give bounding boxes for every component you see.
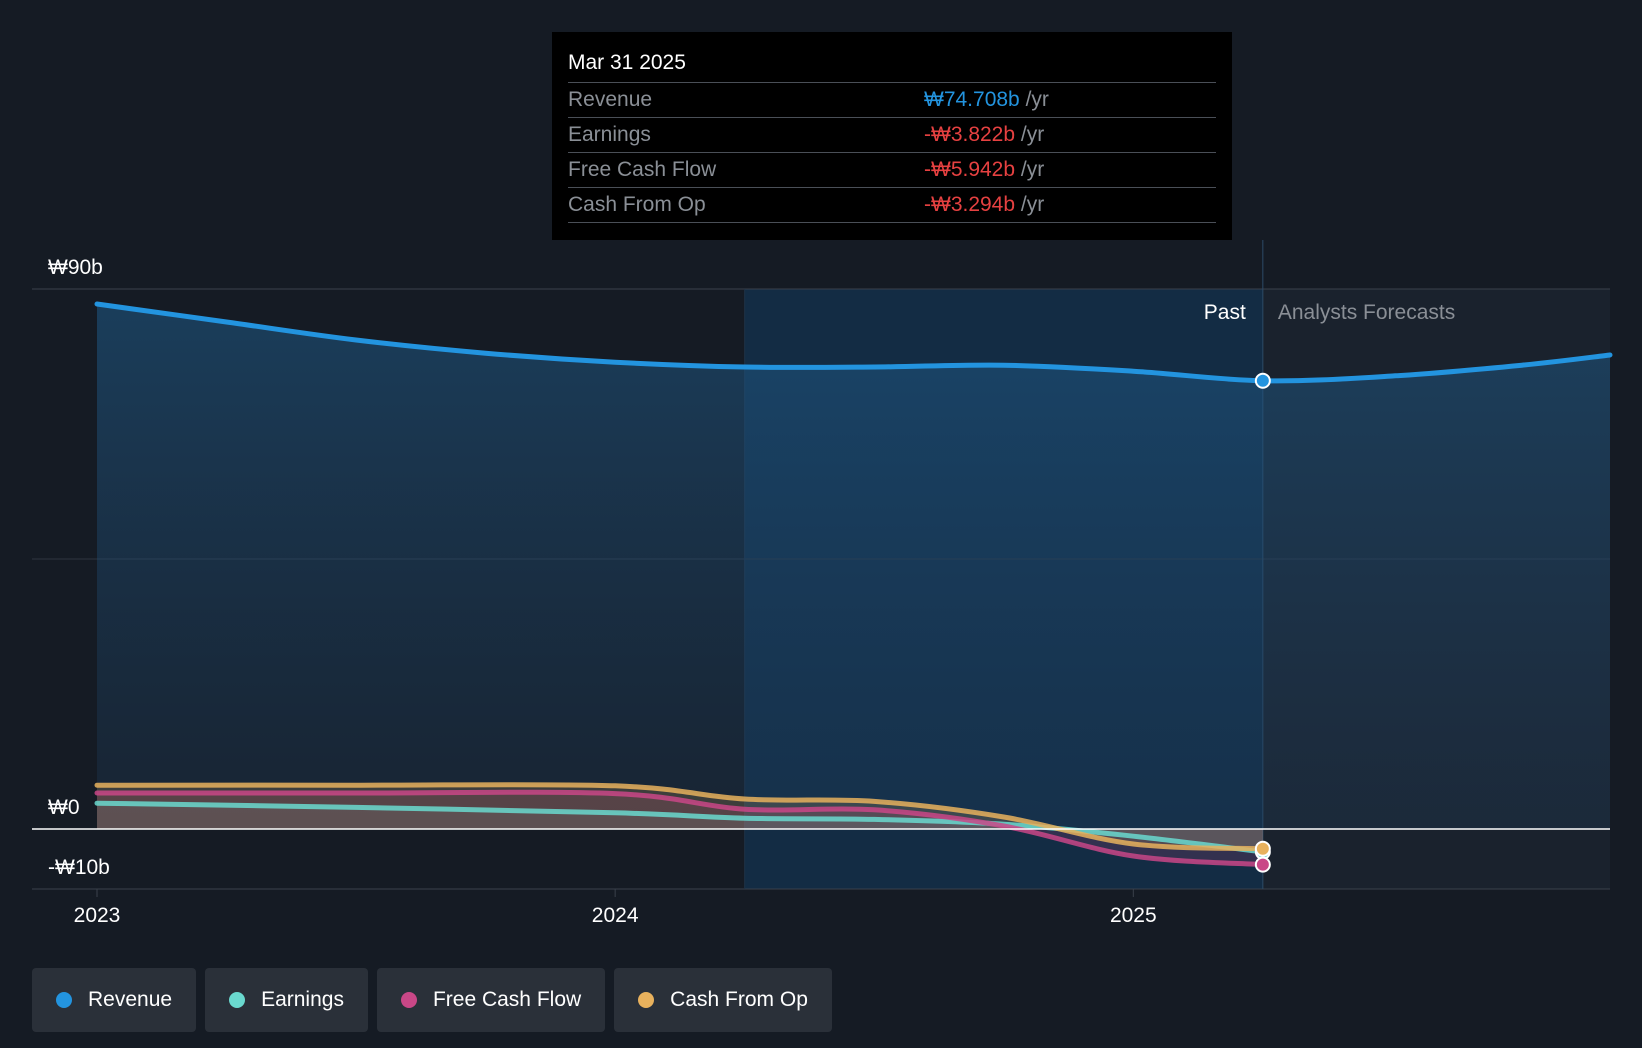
x-tick-label: 2025 xyxy=(1110,904,1157,927)
legend-item-cash-from-op[interactable]: Cash From Op xyxy=(614,968,832,1032)
legend-label: Cash From Op xyxy=(670,988,808,1011)
y-tick-label: -₩10b xyxy=(48,856,110,879)
legend-dot-icon xyxy=(400,992,417,1008)
tooltip-label: Revenue xyxy=(568,88,653,111)
tooltip-value: ₩74.708b /yr xyxy=(924,88,1049,111)
free-cash-flow-marker xyxy=(1254,856,1271,873)
tooltip-row-earnings: Earnings -₩3.822b /yr xyxy=(568,118,1216,153)
x-tick-label: 2024 xyxy=(592,904,639,927)
tooltip-date: Mar 31 2025 xyxy=(568,46,1216,83)
cash-from-op-marker xyxy=(1254,840,1271,857)
tooltip-label: Free Cash Flow xyxy=(568,158,717,181)
earnings-line xyxy=(94,800,1266,855)
revenue-line xyxy=(94,301,1613,384)
cash-from-op-line xyxy=(94,782,1266,852)
revenue-marker xyxy=(1254,372,1271,389)
earnings-area xyxy=(97,803,1263,852)
tooltip-label: Cash From Op xyxy=(568,193,706,216)
legend-dot-icon xyxy=(229,992,246,1008)
free-cash-flow-line xyxy=(94,789,1266,868)
legend-label: Free Cash Flow xyxy=(432,988,582,1011)
legend-item-free-cash-flow[interactable]: Free Cash Flow xyxy=(376,968,606,1032)
y-tick-label: ₩90b xyxy=(48,256,103,279)
tooltip-value: -₩5.942b /yr xyxy=(924,158,1045,181)
x-tick-label: 2023 xyxy=(74,904,121,927)
legend-label: Earnings xyxy=(261,988,344,1011)
revenue-area xyxy=(97,304,1610,829)
legend-item-revenue[interactable]: Revenue xyxy=(32,968,197,1032)
y-tick-label: ₩0 xyxy=(48,796,80,819)
legend-label: Revenue xyxy=(88,988,173,1011)
tooltip: Mar 31 2025 Revenue ₩74.708b /yr Earning… xyxy=(552,32,1232,240)
legend-item-earnings[interactable]: Earnings xyxy=(205,968,368,1032)
legend-dot-icon xyxy=(56,992,72,1008)
legend: Revenue Earnings Free Cash Flow Cash Fro… xyxy=(32,968,832,1032)
tooltip-row-cash-from-op: Cash From Op -₩3.294b /yr xyxy=(568,188,1216,223)
tooltip-label: Earnings xyxy=(568,123,651,146)
tooltip-value: -₩3.822b /yr xyxy=(924,123,1045,146)
legend-dot-icon xyxy=(638,992,655,1008)
tooltip-row-revenue: Revenue ₩74.708b /yr xyxy=(568,83,1216,118)
tooltip-value: -₩3.294b /yr xyxy=(924,193,1045,216)
tooltip-row-free-cash-flow: Free Cash Flow -₩5.942b /yr xyxy=(568,153,1216,188)
forecast-label: Analysts Forecasts xyxy=(1278,301,1455,324)
past-label: Past xyxy=(1204,301,1246,324)
